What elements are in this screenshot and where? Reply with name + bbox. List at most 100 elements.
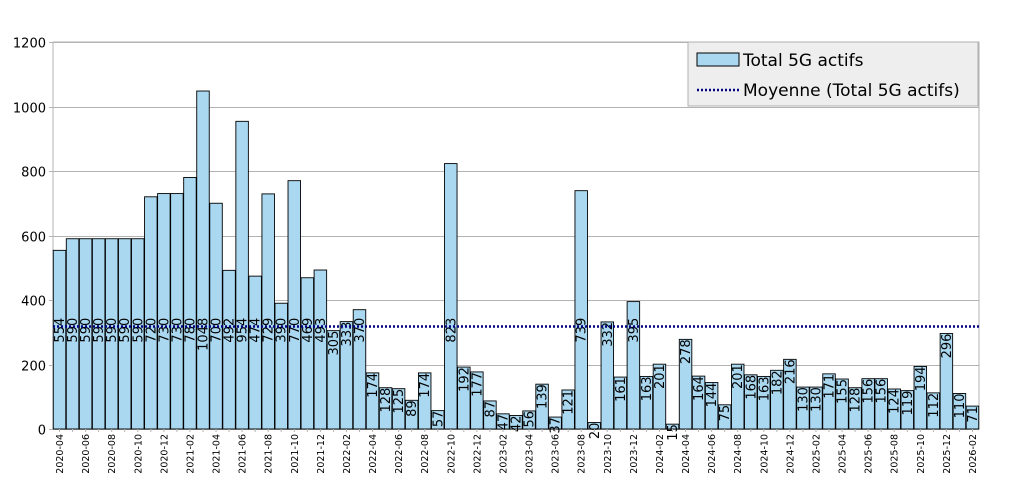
data-label: 37 xyxy=(549,417,564,434)
data-label: 110 xyxy=(953,394,968,419)
legend-swatch-bars xyxy=(696,52,740,67)
data-label: 75 xyxy=(718,405,733,422)
data-label: 163 xyxy=(640,376,655,401)
data-label: 305 xyxy=(327,331,342,356)
bar xyxy=(248,275,262,430)
data-labels: 5545905905905905905907207307307801048700… xyxy=(53,318,981,441)
ytick-label: 600 xyxy=(21,231,46,246)
xtick-label: 2025-04 xyxy=(838,434,849,474)
xtick-label: 2021-10 xyxy=(290,434,301,474)
data-label: 492 xyxy=(223,318,238,343)
data-label: 720 xyxy=(144,318,159,343)
xtick-label: 2020-06 xyxy=(81,434,92,474)
xtick-label: 2021-12 xyxy=(316,434,327,474)
xtick-label: 2022-04 xyxy=(368,434,379,474)
xtick-label: 2025-10 xyxy=(916,434,927,474)
data-label: 469 xyxy=(301,318,316,343)
data-label: 730 xyxy=(170,318,185,343)
xtick-label: 2023-12 xyxy=(629,434,640,474)
data-label: 89 xyxy=(405,400,420,417)
xtick-label: 2022-08 xyxy=(420,434,431,474)
xtick-label: 2026-02 xyxy=(968,434,979,474)
bar xyxy=(313,269,328,430)
xtick-label: 2025-08 xyxy=(890,434,901,474)
data-label: 130 xyxy=(796,387,811,412)
data-label: 87 xyxy=(483,401,498,418)
xtick-label: 2022-12 xyxy=(472,434,483,474)
ytick-label: 1000 xyxy=(13,102,46,117)
bar xyxy=(235,120,249,430)
data-label: 15 xyxy=(666,424,681,441)
data-label: 1048 xyxy=(196,318,211,351)
xtick-label: 2021-02 xyxy=(185,434,196,474)
data-label: 174 xyxy=(418,373,433,398)
ytick-label: 200 xyxy=(21,360,46,375)
xtick-label: 2021-08 xyxy=(264,434,275,474)
data-label: 124 xyxy=(888,389,903,414)
data-label: 125 xyxy=(392,389,407,414)
data-label: 20 xyxy=(588,423,603,440)
xtick-label: 2020-10 xyxy=(133,434,144,474)
xtick-label: 2022-10 xyxy=(446,434,457,474)
data-label: 370 xyxy=(353,318,368,343)
data-label: 182 xyxy=(770,370,785,395)
bar xyxy=(157,193,171,430)
bar xyxy=(170,193,184,430)
xtick-label: 2023-10 xyxy=(603,434,614,474)
xtick-label: 2020-12 xyxy=(159,434,170,474)
legend-label-mean: Moyenne (Total 5G actifs) xyxy=(743,81,960,101)
bar xyxy=(287,180,301,430)
xtick-label: 2024-02 xyxy=(655,434,666,474)
bars xyxy=(52,90,980,430)
xtick-label: 2024-12 xyxy=(785,434,796,474)
data-label: 590 xyxy=(79,318,94,343)
xtick-label: 2025-12 xyxy=(942,434,953,474)
data-label: 700 xyxy=(210,318,225,343)
bar xyxy=(222,269,236,430)
data-label: 161 xyxy=(614,377,629,402)
data-label: 156 xyxy=(862,379,877,404)
data-label: 201 xyxy=(731,364,746,389)
data-label: 739 xyxy=(575,318,590,343)
legend-label-bars: Total 5G actifs xyxy=(742,51,864,71)
bar xyxy=(144,196,158,430)
data-label: 493 xyxy=(314,318,329,343)
legend: Total 5G actifs Moyenne (Total 5G actifs… xyxy=(687,41,979,107)
xtick-label: 2021-04 xyxy=(212,434,223,474)
data-label: 770 xyxy=(288,318,303,343)
xtick-label: 2024-08 xyxy=(733,434,744,474)
xtick-label: 2022-06 xyxy=(394,434,405,474)
data-label: 144 xyxy=(705,383,720,408)
data-label: 155 xyxy=(836,379,851,404)
data-label: 590 xyxy=(105,318,120,343)
data-label: 390 xyxy=(275,318,290,343)
data-label: 128 xyxy=(379,388,394,413)
data-label: 177 xyxy=(470,372,485,397)
data-label: 119 xyxy=(901,391,916,416)
data-label: 112 xyxy=(927,393,942,418)
data-label: 216 xyxy=(783,359,798,384)
xtick-label: 2020-04 xyxy=(55,434,66,474)
data-label: 57 xyxy=(431,411,446,428)
data-label: 201 xyxy=(653,364,668,389)
xtick-label: 2024-06 xyxy=(707,434,718,474)
data-label: 128 xyxy=(849,388,864,413)
xtick-label: 2021-06 xyxy=(238,434,249,474)
axes: 0 200 400 600 800 1000 1200 2020-04 2020-06 2020-… xyxy=(13,37,979,474)
bar xyxy=(574,190,588,430)
data-label: 474 xyxy=(249,318,264,343)
xtick-label: 2025-06 xyxy=(864,434,875,474)
data-label: 174 xyxy=(366,373,381,398)
data-label: 296 xyxy=(940,334,955,359)
data-label: 56 xyxy=(523,411,538,428)
bar xyxy=(196,90,210,430)
data-label: 730 xyxy=(157,318,172,343)
data-label: 194 xyxy=(914,366,929,391)
xtick-label: 2025-02 xyxy=(811,434,822,474)
data-label: 590 xyxy=(131,318,146,343)
ytick-label: 400 xyxy=(21,295,46,310)
ytick-label: 1200 xyxy=(13,37,46,52)
data-label: 823 xyxy=(444,318,459,343)
xtick-label: 2022-02 xyxy=(342,434,353,474)
